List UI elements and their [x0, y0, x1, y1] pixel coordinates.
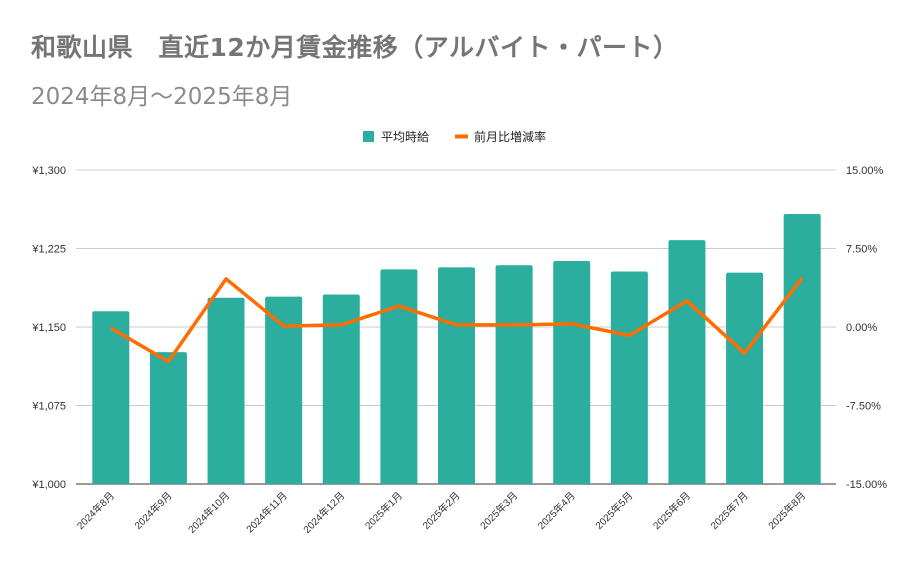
bar [207, 297, 245, 484]
right-axis-tick-label: -7.50% [846, 401, 881, 413]
left-axis-tick-label: ¥1,075 [31, 401, 66, 413]
right-axis-tick-label: 7.50% [846, 244, 877, 256]
legend-swatch-bar [363, 131, 374, 142]
x-axis-tick-label: 2025年2月 [420, 489, 463, 532]
x-axis-tick-label: 2024年12月 [300, 489, 347, 536]
x-axis-tick-label: 2025年5月 [592, 489, 635, 532]
x-axis-tick-label: 2025年3月 [477, 489, 520, 532]
bar [438, 267, 475, 484]
left-axis-tick-label: ¥1,000 [31, 479, 66, 491]
bar [149, 352, 187, 484]
x-axis-tick-label: 2025年4月 [535, 489, 578, 532]
x-axis-tick-label: 2025年8月 [765, 489, 808, 532]
bar [92, 311, 130, 484]
bar [783, 213, 821, 484]
chart-subtitle: 2024年8月～2025年8月 [31, 84, 293, 110]
bar [610, 271, 648, 484]
legend: 平均時給 前月比増減率 [363, 129, 546, 144]
bar [322, 294, 360, 484]
legend-label-bar: 平均時給 [381, 130, 429, 144]
x-axis-tick-label: 2024年9月 [132, 489, 175, 532]
x-axis-tick-label: 2024年11月 [243, 489, 289, 535]
right-axis-tick-label: -15.00% [846, 479, 887, 491]
chart-title: 和歌山県 直近12か月賃金推移（アルバイト・パート） [31, 33, 679, 62]
x-axis-tick-label: 2025年7月 [708, 489, 751, 532]
left-axis-tick-label: ¥1,225 [31, 244, 66, 256]
legend-swatch-line [455, 134, 468, 139]
right-axis-tick-label: 0.00% [846, 322, 877, 334]
bar [380, 269, 418, 484]
x-axis-tick-label: 2025年6月 [650, 489, 693, 532]
bar [553, 261, 591, 484]
left-axis-tick-label: ¥1,150 [31, 322, 66, 334]
right-axis-tick-label: 15.00% [846, 165, 884, 177]
bar [668, 240, 706, 484]
x-axis-tick-label: 2024年8月 [74, 489, 117, 532]
left-axis-tick-label: ¥1,300 [31, 165, 66, 177]
legend-label-line: 前月比増減率 [474, 129, 546, 144]
bar [495, 265, 533, 484]
bar [265, 296, 303, 484]
x-axis-tick-label: 2024年10月 [185, 489, 232, 536]
bar [726, 272, 764, 484]
x-axis-tick-label: 2025年1月 [362, 489, 405, 532]
